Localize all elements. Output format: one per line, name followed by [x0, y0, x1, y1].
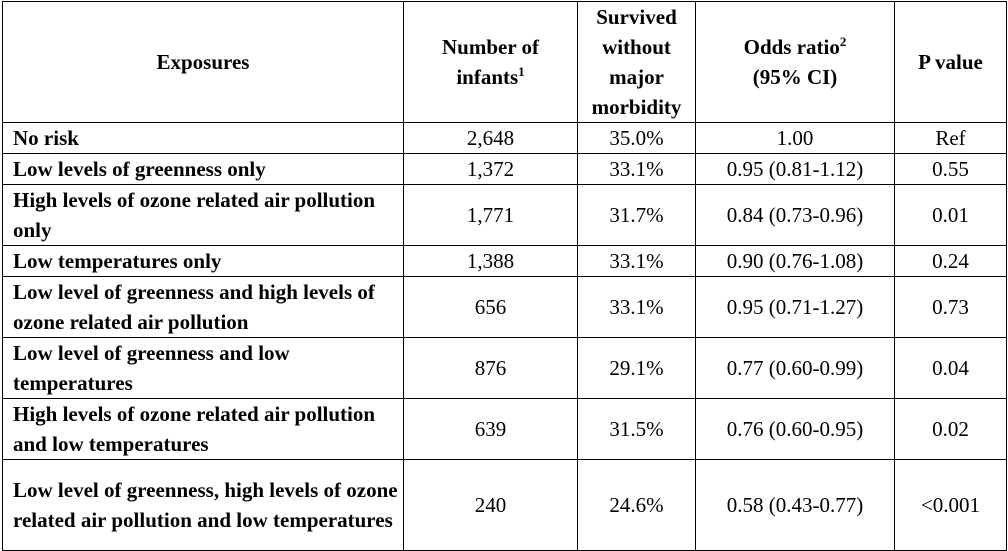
- cell-infants: 1,372: [403, 153, 578, 185]
- header-infants-label: Number of infants: [441, 35, 540, 89]
- cell-exposure: Low levels of greenness only: [2, 153, 404, 185]
- table-row: Low temperatures only 1,388 33.1% 0.90 (…: [2, 245, 1007, 277]
- cell-infants: 1,388: [403, 245, 578, 277]
- cell-infants: 656: [403, 276, 578, 338]
- table-row: No risk 2,648 35.0% 1.00 Ref: [2, 122, 1007, 154]
- cell-exposure: Low level of greenness, high levels of o…: [2, 459, 404, 551]
- cell-exposure: No risk: [2, 122, 404, 154]
- cell-survived: 33.1%: [577, 276, 696, 338]
- cell-infants: 240: [403, 459, 578, 551]
- table-row: Low level of greenness and high levels o…: [2, 276, 1007, 338]
- cell-odds: 0.95 (0.81-1.12): [695, 153, 895, 185]
- header-survived: Survived without major morbidity: [577, 1, 696, 123]
- cell-survived: 35.0%: [577, 122, 696, 154]
- table-row: Low levels of greenness only 1,372 33.1%…: [2, 153, 1007, 185]
- table-row: Low level of greenness, high levels of o…: [2, 459, 1007, 551]
- cell-infants: 876: [403, 337, 578, 399]
- cell-survived: 29.1%: [577, 337, 696, 399]
- cell-infants: 2,648: [403, 122, 578, 154]
- cell-p-value: <0.001: [894, 459, 1007, 551]
- cell-p-value: 0.73: [894, 276, 1007, 338]
- cell-infants: 639: [403, 398, 578, 460]
- header-number-of-infants: Number of infants1: [403, 1, 578, 123]
- header-row: Exposures Number of infants1 Survived wi…: [2, 1, 1007, 123]
- cell-exposure: Low level of greenness and high levels o…: [2, 276, 404, 338]
- cell-odds: 1.00: [695, 122, 895, 154]
- header-exposures: Exposures: [2, 1, 404, 123]
- cell-exposure: Low temperatures only: [2, 245, 404, 277]
- cell-infants: 1,771: [403, 184, 578, 246]
- table-row: Low level of greenness and low temperatu…: [2, 337, 1007, 399]
- cell-survived: 33.1%: [577, 245, 696, 277]
- cell-survived: 33.1%: [577, 153, 696, 185]
- table-row: High levels of ozone related air polluti…: [2, 398, 1007, 460]
- cell-p-value: Ref: [894, 122, 1007, 154]
- header-odds-ci: (95% CI): [752, 65, 838, 89]
- cell-odds: 0.84 (0.73-0.96): [695, 184, 895, 246]
- header-infants-footnote: 1: [518, 64, 525, 79]
- header-p-value: P value: [894, 1, 1007, 123]
- cell-exposure: High levels of ozone related air polluti…: [2, 184, 404, 246]
- cell-p-value: 0.01: [894, 184, 1007, 246]
- header-odds-label: Odds ratio: [743, 35, 840, 59]
- cell-odds: 0.76 (0.60-0.95): [695, 398, 895, 460]
- cell-odds: 0.90 (0.76-1.08): [695, 245, 895, 277]
- cell-exposure: Low level of greenness and low temperatu…: [2, 337, 404, 399]
- header-odds-ratio: Odds ratio2 (95% CI): [695, 1, 895, 123]
- cell-survived: 24.6%: [577, 459, 696, 551]
- cell-odds: 0.77 (0.60-0.99): [695, 337, 895, 399]
- cell-p-value: 0.24: [894, 245, 1007, 277]
- cell-odds: 0.95 (0.71-1.27): [695, 276, 895, 338]
- cell-p-value: 0.04: [894, 337, 1007, 399]
- cell-survived: 31.7%: [577, 184, 696, 246]
- header-odds-footnote: 2: [839, 34, 847, 49]
- table-row: High levels of ozone related air polluti…: [2, 184, 1007, 246]
- cell-p-value: 0.02: [894, 398, 1007, 460]
- cell-survived: 31.5%: [577, 398, 696, 460]
- cell-odds: 0.58 (0.43-0.77): [695, 459, 895, 551]
- cell-exposure: High levels of ozone related air polluti…: [2, 398, 404, 460]
- cell-p-value: 0.55: [894, 153, 1007, 185]
